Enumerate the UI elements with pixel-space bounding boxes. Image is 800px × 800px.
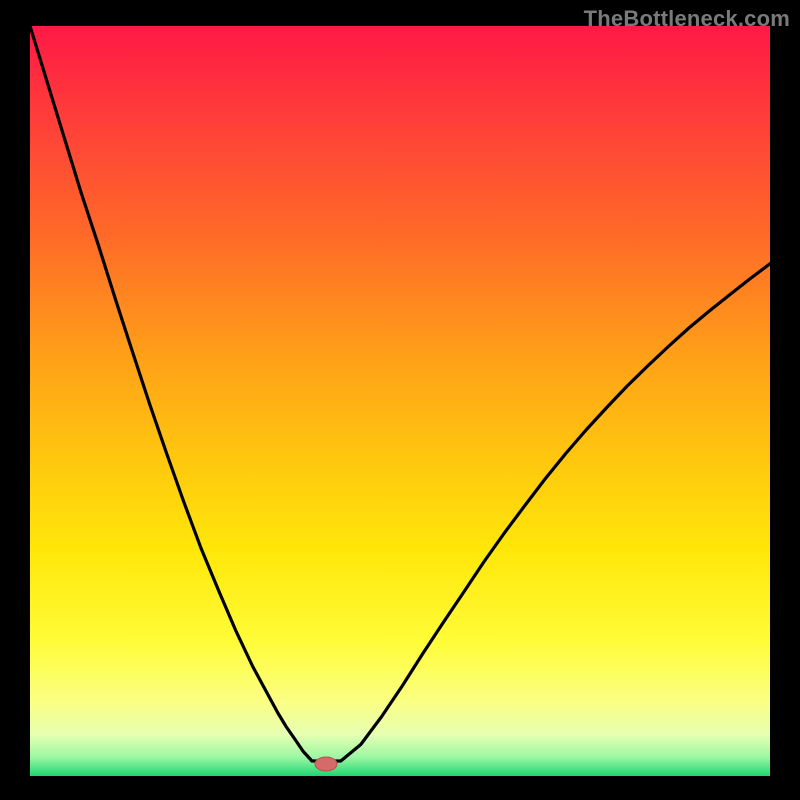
chart-plot-area bbox=[30, 26, 770, 776]
optimal-point-marker bbox=[315, 757, 337, 771]
watermark-text: TheBottleneck.com bbox=[584, 6, 790, 32]
bottleneck-chart bbox=[0, 0, 800, 800]
